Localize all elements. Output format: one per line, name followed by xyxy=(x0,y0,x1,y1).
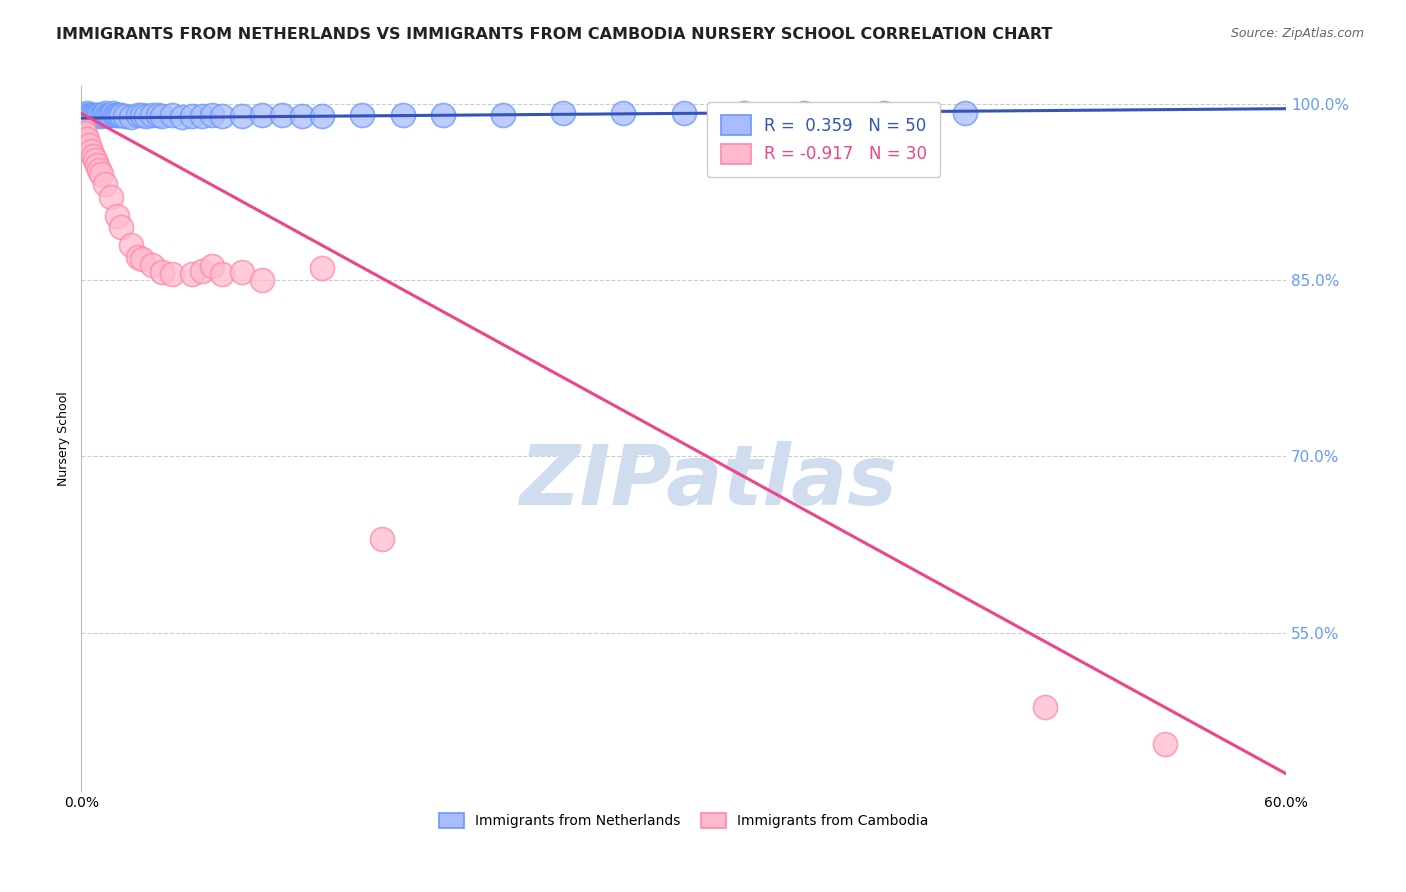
Point xyxy=(146,107,169,121)
Point xyxy=(86,107,108,121)
Point xyxy=(93,107,115,121)
Point xyxy=(291,109,314,123)
Point xyxy=(612,106,634,120)
Point xyxy=(953,106,976,120)
Point xyxy=(170,110,193,124)
Point xyxy=(110,107,132,121)
Point xyxy=(391,107,413,121)
Point xyxy=(150,265,173,279)
Point xyxy=(98,107,121,121)
Point xyxy=(82,107,104,121)
Point xyxy=(75,126,97,140)
Point xyxy=(432,107,454,121)
Point xyxy=(231,109,253,123)
Point xyxy=(873,106,896,120)
Point xyxy=(141,107,163,121)
Point xyxy=(114,109,136,123)
Point xyxy=(352,107,374,121)
Point xyxy=(75,107,97,121)
Point xyxy=(72,120,94,135)
Point xyxy=(211,109,233,123)
Point xyxy=(89,107,111,121)
Point xyxy=(311,109,333,123)
Point xyxy=(250,273,273,287)
Point xyxy=(76,106,98,120)
Point xyxy=(107,107,129,121)
Point xyxy=(79,107,101,121)
Point xyxy=(79,138,101,153)
Point xyxy=(89,162,111,177)
Point xyxy=(190,109,212,123)
Point xyxy=(121,110,143,124)
Legend: Immigrants from Netherlands, Immigrants from Cambodia: Immigrants from Netherlands, Immigrants … xyxy=(433,808,934,834)
Point xyxy=(100,107,122,121)
Point xyxy=(180,109,202,123)
Point xyxy=(180,268,202,282)
Point xyxy=(84,153,107,168)
Point xyxy=(127,250,149,264)
Text: ZIPatlas: ZIPatlas xyxy=(519,441,897,522)
Point xyxy=(371,532,394,546)
Point xyxy=(107,209,129,223)
Point xyxy=(127,107,149,121)
Point xyxy=(100,190,122,204)
Point xyxy=(190,264,212,278)
Text: IMMIGRANTS FROM NETHERLANDS VS IMMIGRANTS FROM CAMBODIA NURSERY SCHOOL CORRELATI: IMMIGRANTS FROM NETHERLANDS VS IMMIGRANT… xyxy=(56,27,1053,42)
Point xyxy=(201,259,224,273)
Point xyxy=(86,158,108,172)
Y-axis label: Nursery School: Nursery School xyxy=(58,392,70,486)
Point xyxy=(108,107,131,121)
Point xyxy=(672,106,695,120)
Point xyxy=(131,252,153,266)
Point xyxy=(1033,699,1056,714)
Point xyxy=(271,107,294,121)
Point xyxy=(141,258,163,272)
Point xyxy=(103,106,125,120)
Point xyxy=(84,107,107,121)
Point xyxy=(72,109,94,123)
Point xyxy=(250,107,273,121)
Point xyxy=(135,109,157,123)
Point xyxy=(311,261,333,276)
Point xyxy=(80,107,103,121)
Point xyxy=(82,149,104,163)
Point xyxy=(96,107,118,121)
Point xyxy=(131,107,153,121)
Point xyxy=(492,107,515,121)
Text: Source: ZipAtlas.com: Source: ZipAtlas.com xyxy=(1230,27,1364,40)
Point xyxy=(150,109,173,123)
Point xyxy=(110,220,132,235)
Point xyxy=(553,106,575,120)
Point xyxy=(90,168,112,182)
Point xyxy=(1154,737,1177,751)
Point xyxy=(80,144,103,158)
Point xyxy=(160,268,183,282)
Point xyxy=(90,109,112,123)
Point xyxy=(201,107,224,121)
Point xyxy=(104,107,127,121)
Point xyxy=(121,238,143,252)
Point xyxy=(733,106,755,120)
Point xyxy=(94,177,117,191)
Point xyxy=(76,132,98,146)
Point xyxy=(211,268,233,282)
Point xyxy=(160,107,183,121)
Point xyxy=(231,265,253,279)
Point xyxy=(94,106,117,120)
Point xyxy=(793,106,815,120)
